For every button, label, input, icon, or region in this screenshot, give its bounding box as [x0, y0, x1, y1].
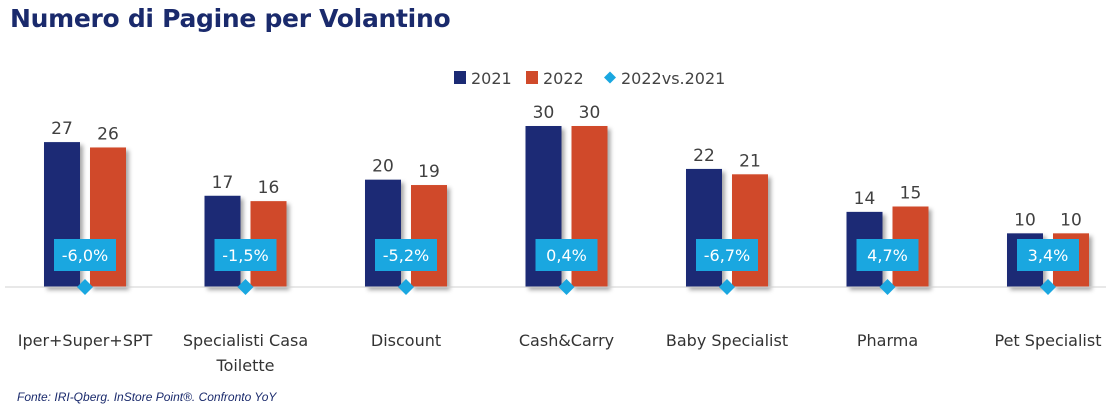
yoy-label-box [535, 239, 598, 271]
x-tick-label: Discount [371, 331, 441, 350]
data-label-2022: 15 [900, 184, 922, 204]
legend: 2021 2022 2022vs.2021 [454, 69, 725, 88]
legend-label: 2022vs.2021 [621, 69, 725, 88]
yoy-marker-group: 0,4% [535, 239, 598, 295]
yoy-marker-group: 4,7% [856, 239, 919, 295]
yoy-diamond [77, 279, 93, 295]
yoy-marker-group: -6,0% [54, 239, 116, 295]
legend-item-2021: 2021 [454, 69, 512, 88]
legend-item-yoy: 2022vs.2021 [604, 69, 725, 88]
x-tick-label: Pharma [857, 331, 918, 350]
x-tick-label: Toilette [216, 356, 275, 375]
data-label-2022: 16 [258, 178, 280, 198]
data-label-2022: 26 [97, 124, 119, 144]
yoy-label-box [54, 239, 116, 271]
yoy-label: 0,4% [546, 246, 587, 265]
yoy-diamond [398, 279, 414, 295]
bar-2022 [411, 185, 447, 287]
legend-label: 2021 [471, 69, 512, 88]
data-label-2021: 27 [51, 119, 73, 139]
x-tick-label: Baby Specialist [666, 331, 788, 350]
data-label-2022: 21 [739, 151, 761, 171]
yoy-marker-group: -5,2% [375, 239, 437, 295]
bar-group: 14 15 [846, 184, 929, 287]
yoy-label: -6,0% [62, 246, 108, 265]
yoy-label-box [696, 239, 758, 271]
yoy-label-box [1017, 239, 1079, 271]
data-label-2021: 22 [693, 146, 715, 166]
x-tick-label: Pet Specialist [995, 331, 1102, 350]
bar-chart: 2021 2022 2022vs.2021 27 26 17 16 20 19 30 30 22 21… [5, 69, 1106, 375]
yoy-diamond [237, 279, 254, 295]
data-label-2022: 10 [1060, 210, 1082, 230]
yoy-marker-group: -1,5% [214, 239, 277, 295]
yoy-label: -1,5% [222, 246, 268, 265]
data-label-2021: 14 [854, 189, 876, 209]
x-tick-label: Cash&Carry [519, 331, 614, 350]
yoy-diamond [719, 279, 735, 295]
yoy-diamond [1040, 279, 1056, 295]
data-label-2021: 20 [372, 157, 394, 177]
yoy-diamond [558, 279, 575, 295]
legend-label: 2022 [543, 69, 584, 88]
legend-swatch-diamond [604, 71, 616, 84]
data-label-2021: 17 [212, 173, 234, 193]
legend-swatch [526, 71, 538, 84]
yoy-marker-group: -6,7% [696, 239, 758, 295]
legend-item-2022: 2022 [526, 69, 584, 88]
yoy-label: 3,4% [1028, 246, 1069, 265]
data-label-2022: 19 [418, 162, 440, 182]
yoy-label: -6,7% [704, 246, 750, 265]
yoy-group: -6,0% -1,5% -5,2% 0,4% -6,7% 4,7% 3,4% [54, 239, 1079, 295]
yoy-label: 4,7% [867, 246, 908, 265]
yoy-marker-group: 3,4% [1017, 239, 1079, 295]
yoy-diamond [879, 279, 896, 295]
x-tick-label: Iper+Super+SPT [18, 331, 153, 350]
x-tick-label: Specialisti Casa [183, 331, 308, 350]
data-label-2021: 30 [533, 103, 555, 123]
yoy-label: -5,2% [383, 246, 429, 265]
yoy-label-box [214, 239, 277, 271]
source-note: Fonte: IRI-Qberg. InStore Point®. Confro… [17, 390, 277, 404]
x-axis-labels: Iper+Super+SPT Specialisti Casa Toilette Di… [18, 331, 1102, 375]
data-label-2022: 30 [579, 103, 601, 123]
yoy-label-box [375, 239, 437, 271]
chart-title: Numero di Pagine per Volantino [10, 4, 451, 33]
legend-swatch [454, 71, 466, 84]
data-label-2021: 10 [1014, 210, 1036, 230]
yoy-label-box [856, 239, 919, 271]
